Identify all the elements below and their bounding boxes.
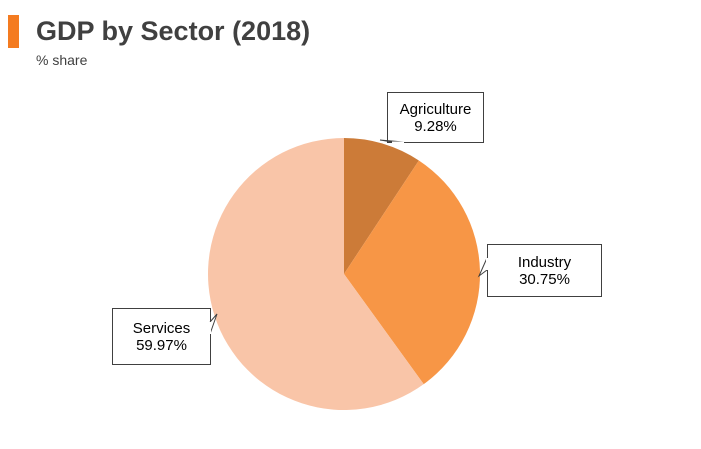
data-label-pointer: [209, 313, 218, 335]
data-label-category: Services: [133, 320, 191, 337]
data-label-value: 59.97%: [136, 337, 187, 354]
pie-slice-agriculture: [344, 138, 419, 274]
chart-subtitle: % share: [36, 52, 88, 68]
pie-slice-industry: [344, 160, 480, 385]
data-label-value: 30.75%: [519, 271, 570, 288]
data-label-pointer: [477, 257, 488, 278]
title-accent-bar: [8, 15, 19, 48]
chart-title: GDP by Sector (2018): [36, 16, 311, 46]
pie-slice-services: [208, 138, 424, 410]
data-label-value: 9.28%: [414, 118, 457, 135]
data-label-box: [487, 244, 602, 297]
data-label-category: Agriculture: [400, 101, 472, 118]
data-label-box: [112, 308, 211, 365]
data-label-category: Industry: [518, 254, 572, 271]
data-label-box: [387, 92, 484, 143]
